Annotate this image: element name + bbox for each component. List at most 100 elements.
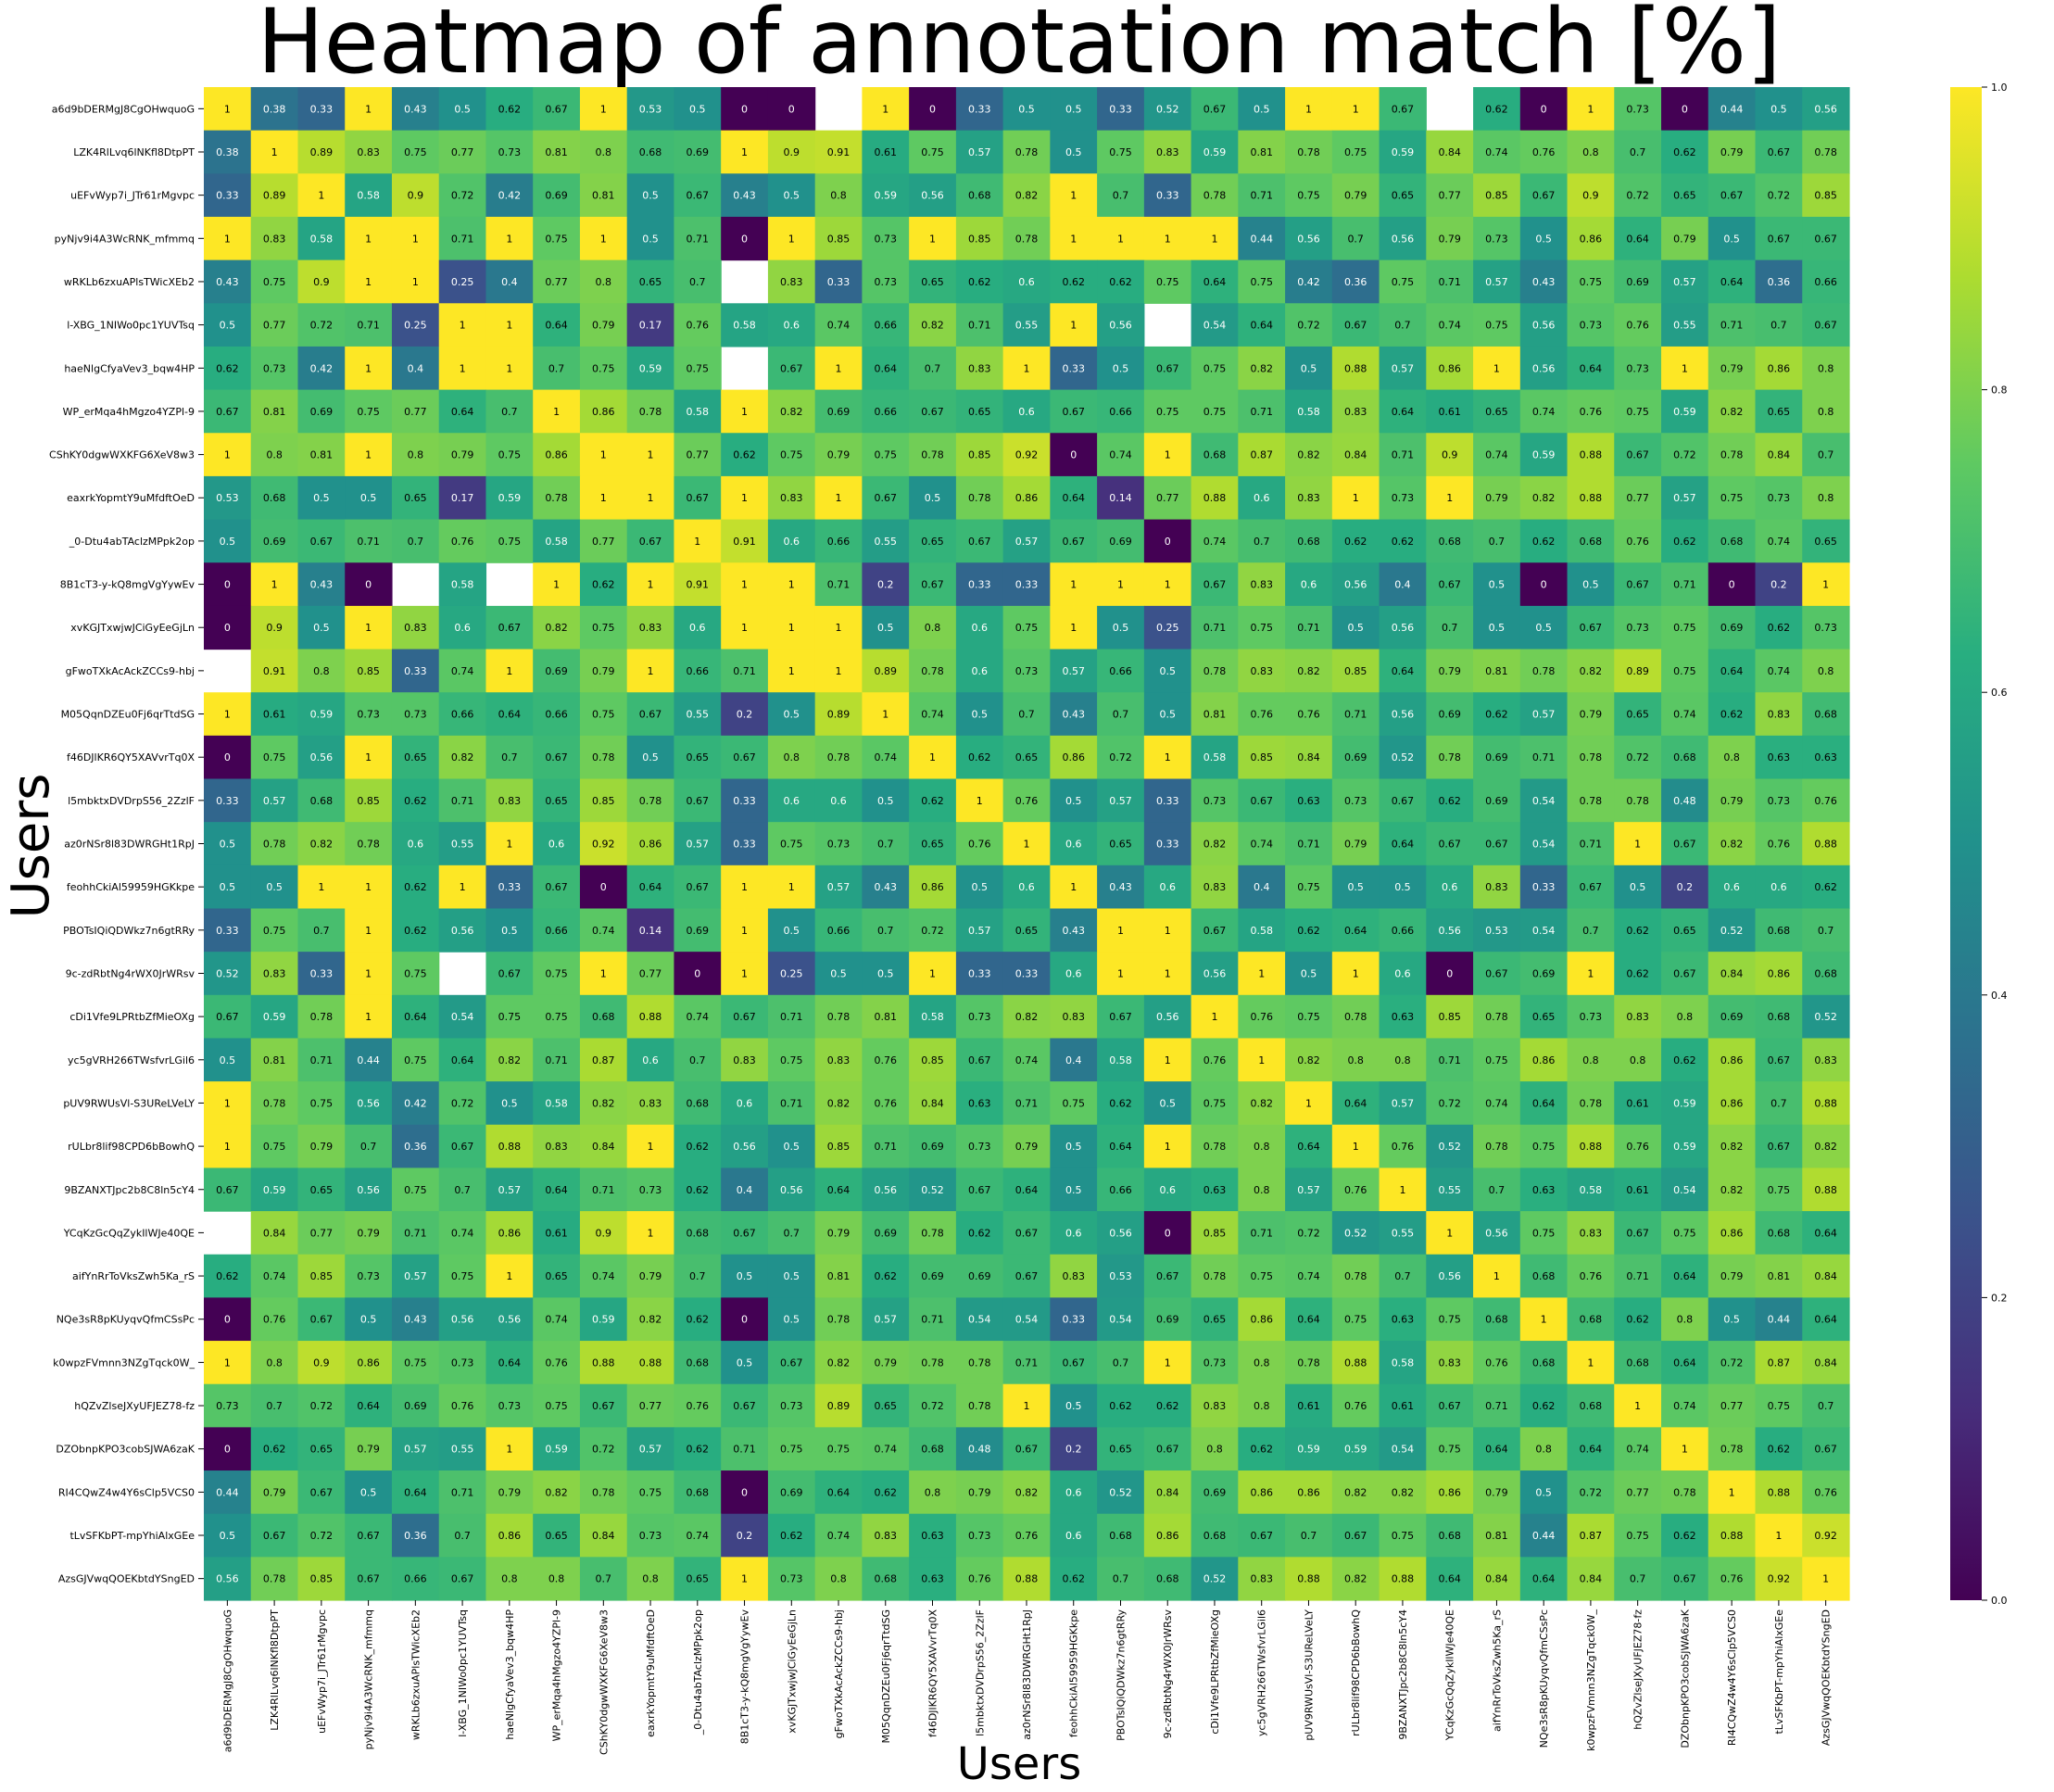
heatmap-cell — [579, 216, 628, 261]
heatmap-cell — [909, 692, 957, 737]
cell-value-label: 0.67 — [968, 1054, 991, 1066]
heatmap-cell — [767, 692, 816, 737]
heatmap-cell — [1143, 822, 1192, 866]
heatmap-cell — [1567, 475, 1615, 521]
cell-value-label: 0.67 — [639, 709, 662, 721]
cell-value-label: 0.68 — [263, 492, 286, 504]
cell-value-label: 0.79 — [451, 449, 474, 461]
heatmap-cell — [1755, 389, 1803, 434]
cell-value-label: 0.78 — [1626, 795, 1649, 807]
heatmap-cell — [674, 1557, 722, 1601]
heatmap-cell — [814, 130, 863, 174]
heatmap-cell — [767, 173, 816, 218]
heatmap-cell — [485, 1470, 534, 1515]
cell-value-label: 0.67 — [216, 1184, 239, 1196]
cell-value-label: 0.73 — [357, 1270, 380, 1282]
cell-value-label: 0.73 — [1203, 795, 1227, 807]
cell-value-label: 0.75 — [592, 709, 615, 721]
heatmap-cell — [438, 1557, 487, 1601]
heatmap-cell — [1519, 649, 1569, 693]
cell-value-label: 0.59 — [310, 709, 334, 721]
cell-value-label: 0.67 — [968, 1184, 991, 1196]
heatmap-cell — [1379, 130, 1427, 174]
heatmap-cell — [1050, 389, 1098, 434]
heatmap-cell — [814, 1557, 863, 1601]
heatmap-cell — [1379, 1513, 1427, 1558]
cell-value-label: 0.54 — [1015, 1314, 1039, 1326]
cell-value-label: 1 — [1353, 1141, 1359, 1153]
heatmap-cell — [909, 1211, 957, 1256]
cell-value-label: 0.72 — [1626, 190, 1649, 202]
heatmap-cell — [626, 908, 675, 953]
heatmap-cell — [1285, 259, 1333, 304]
heatmap-cell — [1097, 1038, 1145, 1082]
cell-value-label: 0.56 — [1344, 579, 1367, 591]
cell-value-label: 0.56 — [1392, 233, 1415, 245]
cell-value-label: 0.8 — [1818, 492, 1834, 504]
heatmap-cell — [1802, 433, 1850, 477]
heatmap-cell — [1285, 1341, 1333, 1385]
heatmap-cell — [721, 994, 769, 1040]
heatmap-cell — [1331, 389, 1380, 434]
cell-value-label: 0.62 — [1532, 536, 1556, 548]
heatmap-cell — [1614, 778, 1662, 823]
cell-value-label: 0.83 — [1062, 1011, 1085, 1023]
heatmap-cell — [1614, 519, 1662, 563]
cell-value-label: 0.6 — [1065, 1486, 1082, 1498]
cell-value-label: 0.71 — [1532, 751, 1556, 763]
heatmap-cell — [204, 994, 252, 1040]
heatmap-cell — [1002, 173, 1051, 218]
heatmap-cell — [1802, 1383, 1850, 1428]
heatmap-cell — [1002, 1211, 1051, 1256]
cell-value-label: 0.5 — [220, 536, 236, 548]
cell-value-label: 0.62 — [498, 103, 522, 115]
heatmap-cell — [862, 908, 910, 953]
cell-value-label: 0.4 — [737, 1184, 753, 1196]
cell-value-label: 0.6 — [1254, 492, 1270, 504]
heatmap-cell — [1661, 1470, 1709, 1515]
heatmap-cell — [1802, 692, 1850, 737]
y-tick-label: xvKGJTxwjwJCiGyEeGjLn — [70, 622, 195, 634]
heatmap-cell — [767, 433, 816, 477]
cell-value-label: 0.84 — [1814, 1357, 1837, 1369]
heatmap-cell — [533, 216, 581, 261]
heatmap-cell — [1331, 519, 1380, 563]
cell-value-label: 0.42 — [310, 362, 334, 374]
cell-value-label: 0.84 — [592, 1530, 615, 1542]
heatmap-cell — [297, 1513, 346, 1558]
cell-value-label: 0 — [365, 579, 372, 591]
heatmap-cell — [297, 864, 346, 910]
cell-value-label: 0.78 — [1297, 1357, 1320, 1369]
heatmap-cell — [250, 346, 299, 391]
heatmap-cell — [250, 822, 299, 866]
cell-value-label: 0.75 — [1438, 1314, 1461, 1326]
heatmap-cell — [1473, 1124, 1521, 1169]
cell-value-label: 0.56 — [1532, 362, 1556, 374]
heatmap-cell — [1802, 1341, 1850, 1385]
cell-value-label: 0.56 — [1438, 925, 1461, 937]
cell-value-label: 0.65 — [875, 1400, 898, 1412]
cell-value-label: 0.6 — [1065, 839, 1082, 851]
heatmap-cell — [250, 519, 299, 563]
heatmap-cell — [1614, 1557, 1662, 1601]
cell-value-label: 0.78 — [1485, 1011, 1508, 1023]
cell-value-label: 0.52 — [1344, 1227, 1367, 1239]
heatmap-cell — [204, 130, 252, 174]
heatmap-cell — [297, 87, 346, 132]
cell-value-label: 0.75 — [1768, 1400, 1791, 1412]
x-tick-label: 9BZANXTJpc2b8C8ln5cY4 — [1397, 1609, 1409, 1740]
cell-value-label: 0.62 — [1344, 536, 1367, 548]
cell-value-label: 0.43 — [1062, 925, 1085, 937]
heatmap-cell — [626, 87, 675, 132]
cell-value-label: 0.75 — [1532, 1227, 1556, 1239]
x-tick-label: hQZvZlseJXyUFJEZ78-fz — [1632, 1609, 1644, 1730]
cell-value-label: 0.8 — [596, 146, 612, 158]
heatmap-cell — [1050, 433, 1098, 477]
cell-value-label: 0.72 — [1438, 1097, 1461, 1109]
cell-value-label: 0.62 — [1768, 1444, 1791, 1456]
heatmap-cell — [1707, 605, 1757, 650]
cell-value-label: 0.7 — [784, 1227, 800, 1239]
cell-value-label: 0.5 — [784, 1270, 800, 1282]
cell-value-label: 0.64 — [827, 1486, 851, 1498]
heatmap-cell — [1755, 649, 1803, 693]
